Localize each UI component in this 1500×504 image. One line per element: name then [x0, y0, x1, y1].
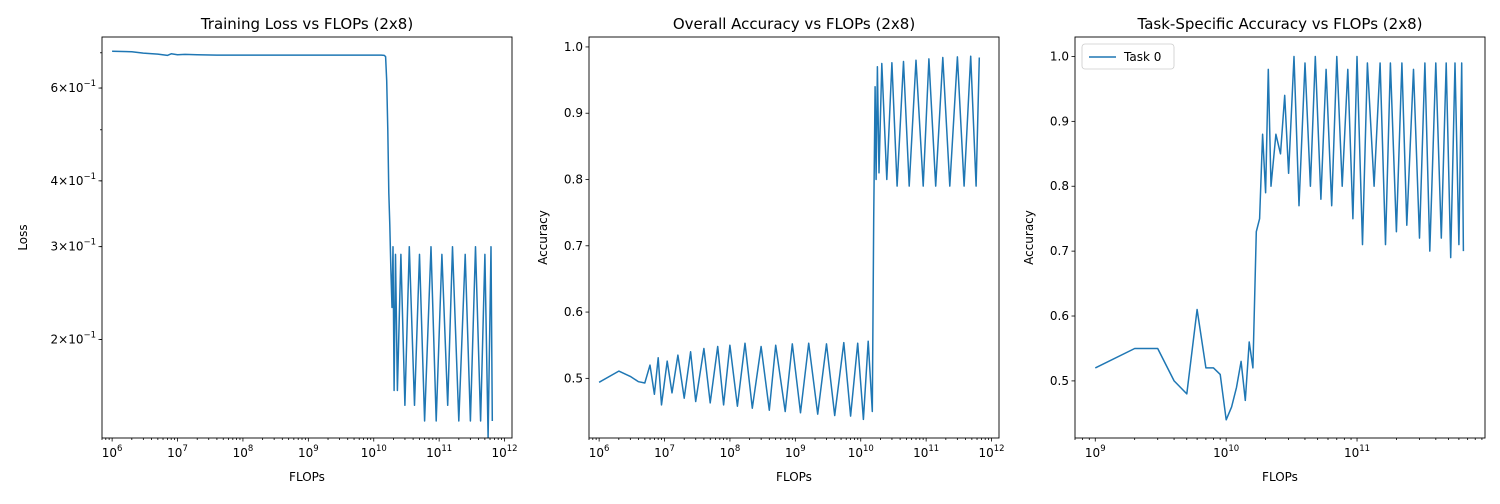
series-line-2-0	[1094, 55, 1465, 421]
y-tick-label-2-3: 0.8	[1050, 179, 1069, 193]
y-axis-label-1: Accuracy	[536, 210, 550, 265]
chart-0: 106 107 108 109 1010 1011 1012 2×10−1 3×10−1 4×10…	[16, 15, 518, 484]
y-tick-label-1-4: 0.9	[564, 106, 583, 120]
y-axis-label-0: Loss	[16, 224, 30, 250]
y-tick-label-2-1: 0.6	[1050, 309, 1069, 323]
x-tick-label-1-3: 109	[785, 444, 806, 460]
legend-entry-label: Task 0	[1123, 50, 1161, 64]
x-tick-label-2-0: 109	[1085, 444, 1106, 460]
y-tick-label-2-4: 0.9	[1050, 114, 1069, 128]
x-tick-label-1-2: 108	[720, 444, 741, 460]
y-tick-label-2-5: 1.0	[1050, 49, 1069, 63]
plot-frame-2	[1074, 36, 1486, 439]
x-axis-label-2: FLOPs	[1262, 470, 1298, 484]
chart-2: 109 1010 1011 0.5 0.6 0.7 0.8 0.9 1.0 Task-Specif…	[1022, 15, 1486, 484]
x-tick-label-1-0: 106	[589, 444, 610, 460]
x-tick-label-2-1: 1010	[1213, 444, 1239, 460]
x-tick-label-1-5: 1011	[913, 444, 939, 460]
y-tick-label-0-0: 2×10−1	[51, 330, 97, 346]
x-axis-label-0: FLOPs	[289, 470, 325, 484]
y-tick-label-1-1: 0.6	[564, 305, 583, 319]
y-tick-label-2-0: 0.5	[1050, 374, 1069, 388]
y-tick-label-0-3: 6×10−1	[51, 79, 97, 95]
chart-1: 106 107 108 109 1010 1011 1012 0.5 0.6 0.7 0.8 0.9 1…	[536, 15, 1005, 484]
y-tick-label-1-2: 0.7	[564, 239, 583, 253]
x-tick-label-0-2: 108	[233, 444, 254, 460]
x-axis-label-1: FLOPs	[776, 470, 812, 484]
legend: Task 0	[1081, 43, 1175, 70]
x-tick-label-1-6: 1012	[978, 444, 1004, 460]
y-tick-label-0-2: 4×10−1	[51, 172, 97, 188]
chart-title-0: Training Loss vs FLOPs (2x8)	[200, 15, 413, 33]
x-tick-label-1-4: 1010	[848, 444, 874, 460]
plot-frame-1	[588, 36, 1000, 439]
y-tick-label-2-2: 0.7	[1050, 244, 1069, 258]
plot-frame-0	[101, 36, 513, 439]
legend-box	[1081, 43, 1175, 70]
series-line-1-0	[598, 55, 981, 421]
y-tick-label-1-3: 0.8	[564, 173, 583, 187]
y-axis-label-2: Accuracy	[1022, 210, 1036, 265]
x-tick-label-2-2: 1011	[1344, 444, 1370, 460]
x-tick-label-0-4: 1010	[361, 444, 387, 460]
y-tick-label-1-5: 1.0	[564, 40, 583, 54]
x-tick-label-1-1: 107	[654, 444, 675, 460]
x-tick-label-0-3: 109	[298, 444, 319, 460]
x-tick-label-0-5: 1011	[426, 444, 452, 460]
y-tick-label-1-0: 0.5	[564, 371, 583, 385]
y-tick-label-0-1: 3×10−1	[51, 238, 97, 254]
series-line-0-0	[112, 50, 494, 438]
x-tick-label-0-6: 1012	[491, 444, 517, 460]
chart-title-2: Task-Specific Accuracy vs FLOPs (2x8)	[1137, 15, 1423, 33]
x-tick-label-0-0: 106	[102, 444, 123, 460]
chart-title-1: Overall Accuracy vs FLOPs (2x8)	[673, 15, 915, 33]
x-tick-label-0-1: 107	[167, 444, 188, 460]
